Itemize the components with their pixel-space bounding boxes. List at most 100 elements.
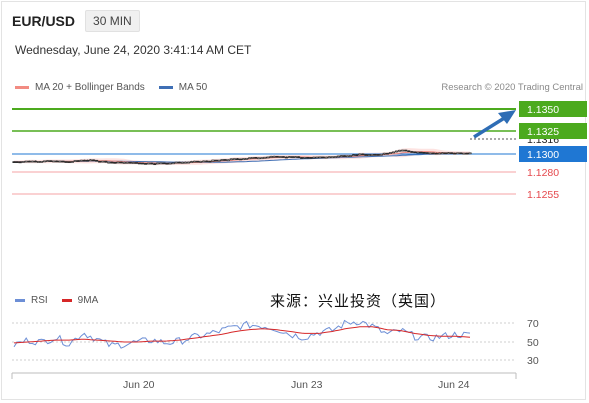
candle-body xyxy=(232,158,236,161)
candle-body xyxy=(370,154,374,156)
candle-body xyxy=(278,156,282,158)
timeframe-badge[interactable]: 30 MIN xyxy=(85,10,140,32)
candle-body xyxy=(327,156,331,159)
rsi-legend: RSI 9MA xyxy=(15,295,112,306)
legend-ma50: MA 50 xyxy=(158,82,208,93)
candle-body xyxy=(104,160,108,163)
x-tick-jun20: Jun 20 xyxy=(123,379,155,391)
candle-body xyxy=(245,158,249,160)
x-tick-jun23: Jun 23 xyxy=(291,379,323,391)
candle-body xyxy=(330,156,334,159)
candle-body xyxy=(425,152,429,154)
ma20-label: MA 20 + Bollinger Bands xyxy=(35,82,145,93)
candle-body xyxy=(373,154,377,156)
candle-body xyxy=(101,160,105,163)
candle-body xyxy=(119,161,123,164)
candle-body xyxy=(391,151,396,154)
candle-body xyxy=(440,152,445,155)
rsi-panel: 70 50 30 xyxy=(12,318,539,367)
legend-rsi: RSI xyxy=(15,295,48,306)
candle-body xyxy=(134,162,138,164)
tag-current-text: 1.1300 xyxy=(527,149,559,161)
candle-body xyxy=(79,159,83,162)
candle-body xyxy=(36,161,41,163)
candle-body xyxy=(116,161,120,164)
chart-header: EUR/USD 30 MIN xyxy=(12,10,140,32)
candle-body xyxy=(153,163,157,166)
candle-body xyxy=(95,159,99,162)
candle-body xyxy=(199,160,203,163)
datetime-label: Wednesday, June 24, 2020 3:41:14 AM CET xyxy=(15,43,252,57)
rsi-ma-label: 9MA xyxy=(77,295,99,306)
candlestick-series xyxy=(12,149,472,166)
forecast-arrow-icon xyxy=(473,110,516,139)
candle-body xyxy=(272,155,276,158)
candle-body xyxy=(196,160,200,163)
candle-body xyxy=(58,160,62,163)
candle-body xyxy=(284,156,288,159)
tag-current: 1.1300 xyxy=(519,146,587,162)
candle-body xyxy=(98,160,102,163)
candle-body xyxy=(318,156,322,159)
candle-body xyxy=(404,149,408,152)
candle-body xyxy=(183,161,187,164)
tag-r2-text: 1.1350 xyxy=(527,104,559,116)
candle-body xyxy=(321,156,325,159)
candle-body xyxy=(156,162,160,165)
candle-body xyxy=(447,152,451,155)
candle-body xyxy=(220,159,224,161)
candle-body xyxy=(165,162,169,165)
tag-r1: 1.1325 xyxy=(519,123,587,139)
candle-body xyxy=(376,154,380,156)
price-legend: MA 20 + Bollinger Bands MA 50 xyxy=(15,82,221,93)
candle-body xyxy=(73,160,77,162)
candle-body xyxy=(248,157,252,160)
candle-body xyxy=(67,161,71,163)
bollinger-band xyxy=(14,148,470,166)
candle-body xyxy=(88,159,93,162)
symbol-label[interactable]: EUR/USD xyxy=(12,13,76,29)
x-tick-jun24: Jun 24 xyxy=(438,379,470,391)
rsi-tick-50: 50 xyxy=(527,337,539,349)
candle-body xyxy=(205,160,209,163)
credit-label: Research © 2020 Trading Central xyxy=(441,82,583,93)
candle-body xyxy=(12,161,16,163)
candle-body xyxy=(290,156,295,158)
rsi-line xyxy=(13,319,471,349)
ma50-swatch xyxy=(158,86,173,89)
candle-body xyxy=(459,152,463,155)
candle-body xyxy=(64,161,68,163)
candle-body xyxy=(462,152,466,155)
candle-body xyxy=(214,159,218,162)
candle-body xyxy=(395,150,399,153)
candle-body xyxy=(257,157,261,160)
candle-body xyxy=(39,161,44,163)
rsi-tick-30: 30 xyxy=(527,355,539,367)
candle-body xyxy=(235,158,239,161)
candle-body xyxy=(229,158,233,161)
candle-body xyxy=(49,160,53,162)
candle-body xyxy=(422,152,426,154)
candle-body xyxy=(70,161,74,163)
candle-body xyxy=(468,152,472,155)
source-watermark: 来源：兴业投资（英国） xyxy=(270,293,447,310)
candle-body xyxy=(312,156,316,159)
candle-body xyxy=(275,155,279,158)
candle-body xyxy=(110,161,114,164)
candle-body xyxy=(364,154,368,156)
ma50-label: MA 50 xyxy=(178,82,208,93)
candle-body xyxy=(189,161,194,163)
candle-body xyxy=(361,153,365,156)
rsi-ma-swatch xyxy=(61,299,72,302)
candle-body xyxy=(263,156,267,159)
candle-body xyxy=(92,159,96,162)
candle-body xyxy=(287,156,291,158)
candle-body xyxy=(431,152,435,155)
tag-r2: 1.1350 xyxy=(519,101,587,117)
candle-body xyxy=(226,159,230,162)
candle-body xyxy=(401,149,405,152)
candle-body xyxy=(122,162,126,164)
rsi-swatch xyxy=(15,299,25,302)
